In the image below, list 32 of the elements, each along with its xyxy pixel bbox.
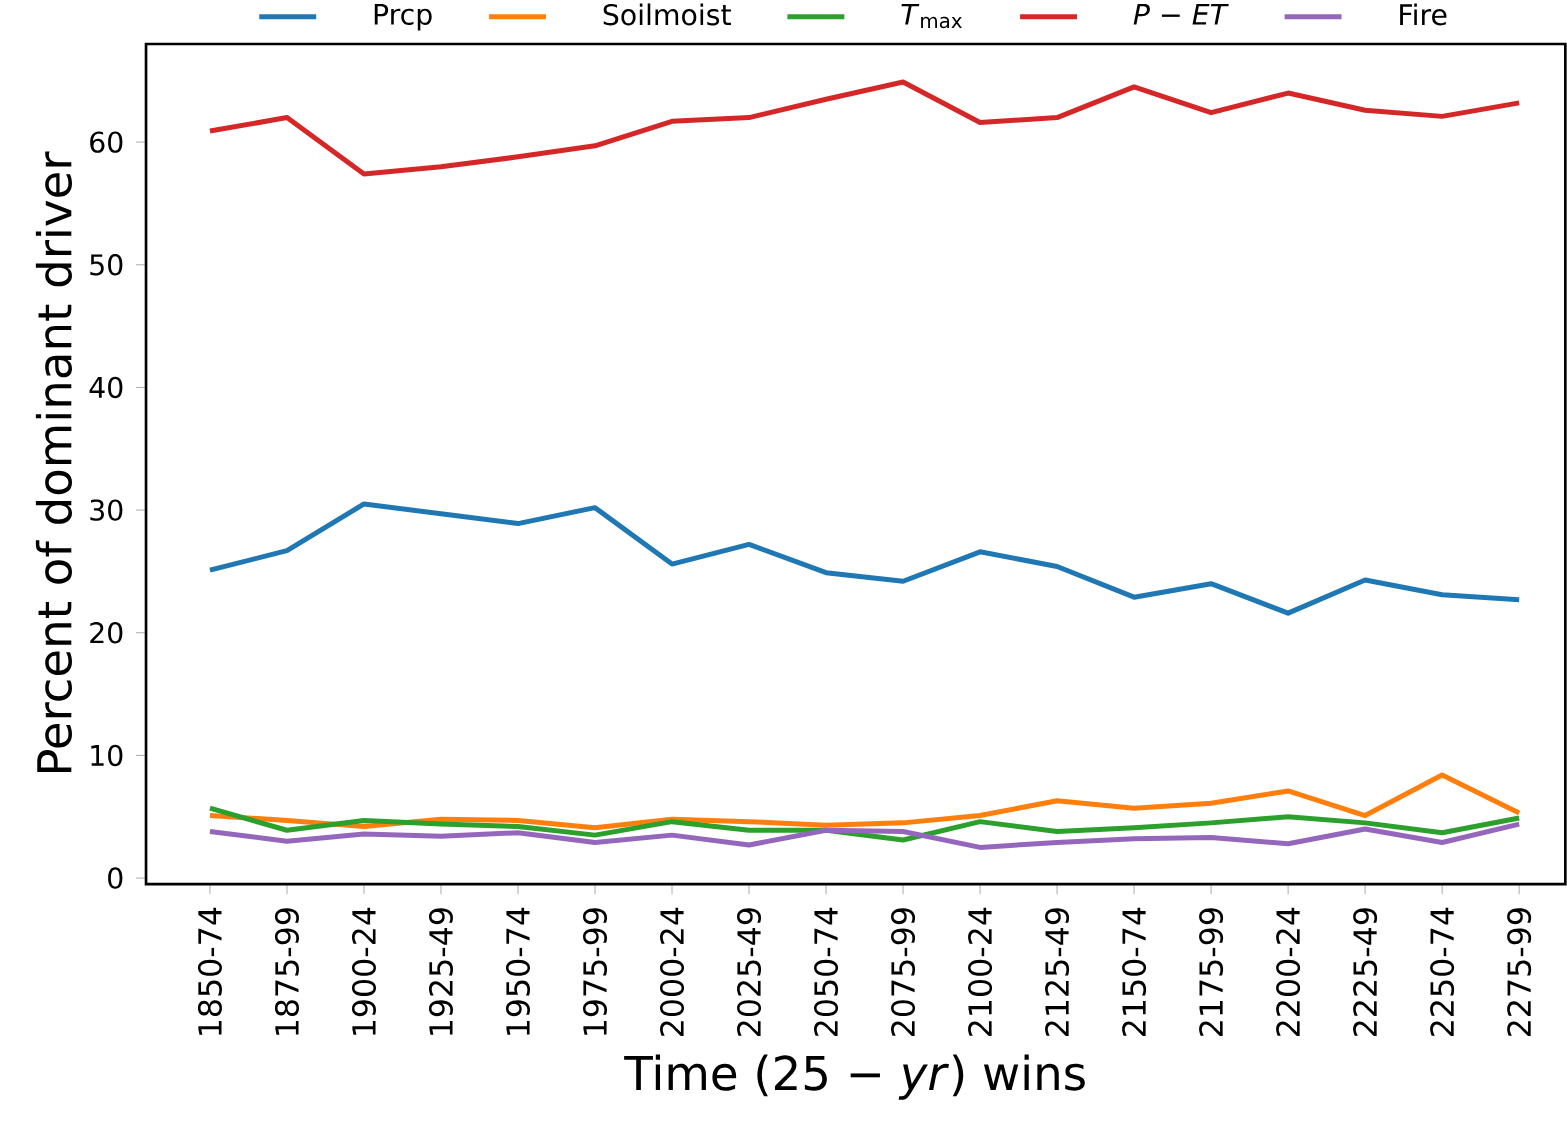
y-tick-label: 0 — [108, 867, 123, 889]
y-tick-label: 30 — [90, 499, 123, 521]
x-tick-label: 2275-99 — [1507, 908, 1532, 1037]
y-tick-label: 60 — [90, 131, 123, 153]
legend-label: P − ET — [1133, 3, 1229, 25]
y-tick-label: 20 — [90, 622, 123, 644]
x-tick-label: 1925-49 — [428, 908, 453, 1035]
x-tick-label: 2025-49 — [737, 908, 762, 1037]
x-tick-label: 2100-24 — [968, 907, 993, 1037]
y-tick-label: 50 — [90, 254, 123, 276]
y-axis-title: Percent of dominant driver — [35, 151, 72, 773]
x-tick-label: 2150-74 — [1122, 907, 1147, 1037]
x-tick-label: 1950-74 — [506, 907, 530, 1035]
y-tick-label: 10 — [91, 744, 123, 767]
x-tick-label: 2075-99 — [891, 908, 916, 1037]
x-tick-label: 2125-49 — [1045, 908, 1070, 1037]
legend-label: Soilmoist — [603, 3, 731, 26]
legend-label: Prcp — [374, 3, 432, 31]
y-tick-label: 40 — [89, 376, 123, 399]
x-tick-label: 2000-24 — [660, 907, 685, 1037]
legend-label: Fire — [1400, 3, 1447, 26]
legend-label: T$_{max}$ — [901, 3, 962, 29]
x-tick-label: 1900-24 — [351, 907, 376, 1035]
x-tick-label: 2225-49 — [1353, 908, 1378, 1037]
x-tick-label: 2200-24 — [1276, 907, 1301, 1037]
x-tick-label: 1875-99 — [274, 908, 299, 1035]
x-axis-title: Time (25 − yr) wins — [624, 1054, 1085, 1100]
x-tick-label: 2250-74 — [1430, 907, 1455, 1037]
x-tick-label: 2050-74 — [814, 907, 839, 1037]
x-tick-label: 1975-99 — [583, 908, 608, 1035]
x-tick-label: 1850-74 — [197, 907, 222, 1035]
x-tick-label: 2175-99 — [1199, 908, 1224, 1037]
